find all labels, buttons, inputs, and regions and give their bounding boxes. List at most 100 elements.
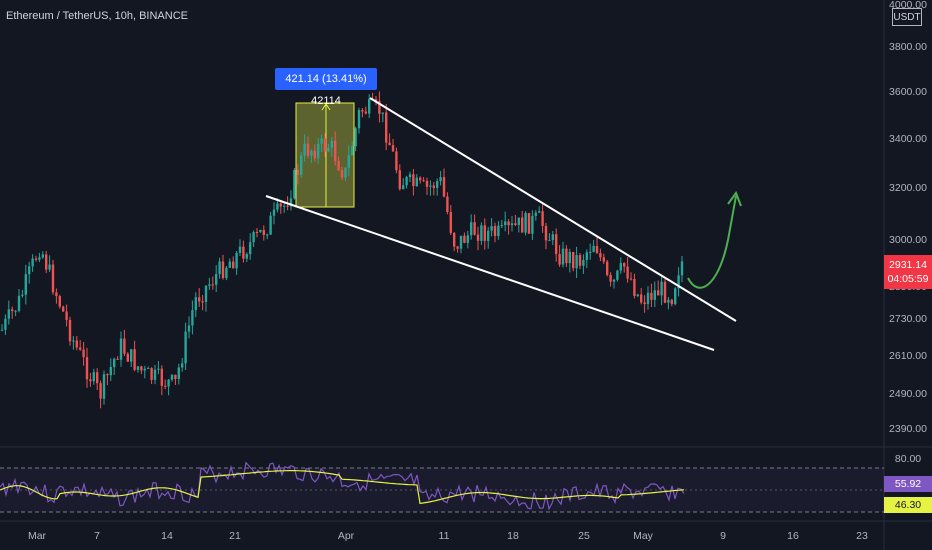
candle-body (215, 274, 218, 285)
candle-body (646, 292, 650, 305)
candle-body (150, 368, 153, 380)
candle-body (527, 212, 531, 234)
candle-body (602, 257, 605, 262)
candle-body (531, 215, 534, 234)
candle-body (612, 279, 616, 282)
candle-body (561, 248, 565, 265)
candle-body (670, 299, 673, 305)
candle-body (279, 203, 282, 207)
candle-body (75, 340, 78, 348)
candle-body (619, 263, 622, 271)
candle-body (45, 254, 48, 270)
candle-body (238, 246, 242, 253)
candle-body (453, 232, 456, 247)
candle-body (327, 147, 330, 152)
candle-body (17, 295, 21, 311)
candle-body (204, 285, 208, 302)
candle-body (252, 232, 255, 243)
candle-body (609, 275, 612, 282)
price-axis[interactable]: 4000.00 3800.00 3600.00 3400.00 3200.00 3000.… (889, 0, 927, 435)
price-tick-label: 3200.00 (889, 182, 927, 194)
time-tick-label: 11 (439, 530, 450, 542)
candle-body (480, 225, 483, 241)
candle-body (364, 111, 367, 114)
candle-body (225, 267, 228, 279)
candlestick-series (0, 91, 684, 409)
candle-body (106, 374, 109, 376)
candle-body (218, 261, 221, 275)
candle-body (534, 212, 537, 216)
candle-body (272, 209, 276, 216)
candle-body (650, 292, 653, 300)
projection-arrow[interactable] (687, 195, 737, 289)
candle-body (160, 368, 163, 386)
wedge-lower-trendline[interactable] (265, 195, 715, 351)
candle-body (157, 368, 160, 370)
candle-body (476, 234, 480, 241)
currency-badge[interactable]: USDT (892, 8, 922, 26)
candle-body (116, 358, 119, 360)
time-tick-label: 9 (720, 530, 726, 542)
wedge-upper-trendline[interactable] (369, 97, 737, 322)
candle-body (459, 235, 463, 249)
candle-body (245, 254, 248, 259)
candle-body (680, 261, 684, 276)
projection-arrowhead (727, 190, 742, 207)
candle-body (677, 275, 680, 289)
candle-body (507, 221, 510, 226)
candle-body (636, 294, 639, 296)
candle-body (82, 349, 85, 358)
candle-body (405, 177, 408, 186)
candle-body (31, 258, 34, 267)
candle-body (167, 379, 170, 387)
candle-body (388, 142, 391, 146)
candle-body (170, 374, 174, 380)
candle-body (623, 263, 626, 267)
candle-body (0, 329, 4, 331)
candle-body (504, 221, 507, 226)
candle-body (483, 225, 486, 241)
candle-body (48, 264, 51, 270)
candle-body (595, 245, 599, 253)
candle-body (68, 319, 72, 342)
candle-body (674, 288, 677, 305)
candle-body (259, 229, 262, 233)
time-axis[interactable]: Mar 7 14 21 Apr 11 18 25 May 9 16 23 (28, 530, 868, 542)
candle-body (34, 258, 38, 260)
candle-body (633, 279, 636, 296)
candle-body (140, 366, 143, 371)
candle-body (62, 306, 65, 312)
symbol-title[interactable]: Ethereum / TetherUS, 10h, BINANCE (6, 10, 188, 22)
candle-body (303, 143, 306, 156)
candle-body (429, 185, 432, 187)
current-price-value: 2931.14 (889, 259, 927, 271)
candle-body (572, 251, 575, 269)
candle-body (667, 299, 670, 303)
candle-body (514, 223, 517, 226)
candle-body (14, 310, 17, 312)
candle-body (4, 318, 7, 330)
candle-body (643, 302, 646, 305)
candle-body (164, 385, 167, 387)
candle-body (21, 294, 24, 296)
time-tick-label: 14 (161, 530, 173, 542)
candle-body (126, 353, 129, 362)
candle-body (565, 248, 568, 264)
candle-body (143, 368, 146, 371)
candle-body (313, 150, 316, 159)
candle-body (493, 226, 497, 236)
candle-body (368, 99, 371, 114)
candle-body (317, 143, 320, 159)
candle-body (266, 234, 269, 236)
rsi-level-label: 80.00 (895, 453, 921, 465)
rsi-value-tag: 55.92 (884, 476, 932, 492)
price-tick-label: 3400.00 (889, 133, 927, 145)
candle-body (606, 261, 609, 276)
candle-body (473, 222, 476, 235)
candle-body (616, 270, 619, 280)
time-tick-label: Mar (28, 530, 47, 542)
candle-body (153, 369, 157, 380)
candle-body (626, 266, 629, 279)
candle-body (99, 383, 102, 399)
